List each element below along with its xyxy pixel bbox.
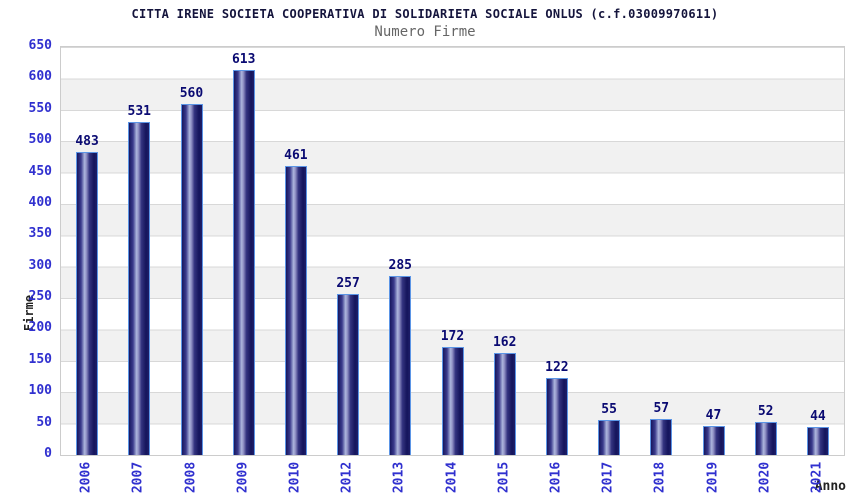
bar-value-label: 55 xyxy=(601,402,617,418)
x-tick-label: 2012 xyxy=(339,461,355,494)
x-tick-label: 2018 xyxy=(652,461,668,494)
x-tick-label: 2016 xyxy=(548,461,564,494)
y-tick-label: 600 xyxy=(28,69,52,85)
bar-value-label: 531 xyxy=(127,103,152,119)
bar-2006 xyxy=(76,151,99,455)
y-tick-label: 350 xyxy=(28,226,52,242)
bar-2013 xyxy=(389,276,412,455)
x-tick-label: 2017 xyxy=(600,461,616,494)
bar-value-label: 47 xyxy=(705,407,722,423)
y-tick-label: 250 xyxy=(28,289,52,305)
y-tick-label: 0 xyxy=(44,446,52,461)
y-tick-label: 50 xyxy=(36,414,52,430)
bar-2020 xyxy=(754,422,777,455)
bar-value-label: 560 xyxy=(179,85,204,101)
x-tick-label: 2008 xyxy=(183,461,198,494)
bar-2016 xyxy=(545,378,568,455)
x-tick-label: 2015 xyxy=(496,461,512,494)
x-tick-label: 2009 xyxy=(235,461,251,494)
bar-2021 xyxy=(806,427,829,455)
bar-value-label: 172 xyxy=(440,329,465,345)
x-tick-label: 2019 xyxy=(705,461,720,494)
bar-2014 xyxy=(441,347,464,455)
bar-value-label: 162 xyxy=(492,335,517,351)
bar-2015 xyxy=(493,353,516,455)
y-tick-label: 200 xyxy=(28,320,52,336)
chart-subtitle: Numero Firme xyxy=(374,24,476,40)
x-tick-label: 2021 xyxy=(809,461,825,494)
bar-2012 xyxy=(337,293,360,455)
y-tick-label: 450 xyxy=(28,163,52,179)
bar-2007 xyxy=(128,121,151,455)
bar-value-label: 483 xyxy=(75,133,99,149)
y-tick-label: 150 xyxy=(28,351,52,367)
x-tick-label: 2014 xyxy=(444,461,459,494)
y-tick-label: 300 xyxy=(28,257,52,273)
x-axis-title: Anno xyxy=(814,479,846,494)
bar-value-label: 44 xyxy=(810,409,826,425)
bar-2018 xyxy=(650,419,673,455)
y-tick-label: 650 xyxy=(28,38,52,53)
bar-value-label: 122 xyxy=(545,360,569,376)
bar-2008 xyxy=(180,103,203,455)
bar-2009 xyxy=(232,70,255,455)
bar-value-label: 257 xyxy=(336,275,360,291)
bar-value-label: 461 xyxy=(284,147,308,163)
plot-area: 483 531 560 613 461 257 285 172 162 122 55 57 47 52 44 xyxy=(60,46,845,456)
y-tick-label: 550 xyxy=(28,100,52,116)
chart-title: CITTA IRENE SOCIETA COOPERATIVA DI SOLID… xyxy=(131,7,719,21)
y-tick-label: 100 xyxy=(28,383,52,399)
bar-value-label: 57 xyxy=(653,401,670,417)
bar-value-label: 285 xyxy=(388,258,413,274)
x-tick-label: 2013 xyxy=(391,461,407,494)
bar-2017 xyxy=(598,420,621,455)
x-tick-label: 2007 xyxy=(130,461,146,494)
bar-2019 xyxy=(702,425,725,455)
y-tick-label: 400 xyxy=(28,194,52,210)
x-tick-label: 2006 xyxy=(78,461,94,494)
x-tick-label: 2020 xyxy=(757,461,773,494)
x-tick-label: 2010 xyxy=(287,461,303,494)
bar-value-label: 52 xyxy=(757,404,774,420)
bar-2010 xyxy=(284,165,307,455)
y-tick-label: 500 xyxy=(28,132,52,148)
bar-value-label: 613 xyxy=(231,52,256,68)
